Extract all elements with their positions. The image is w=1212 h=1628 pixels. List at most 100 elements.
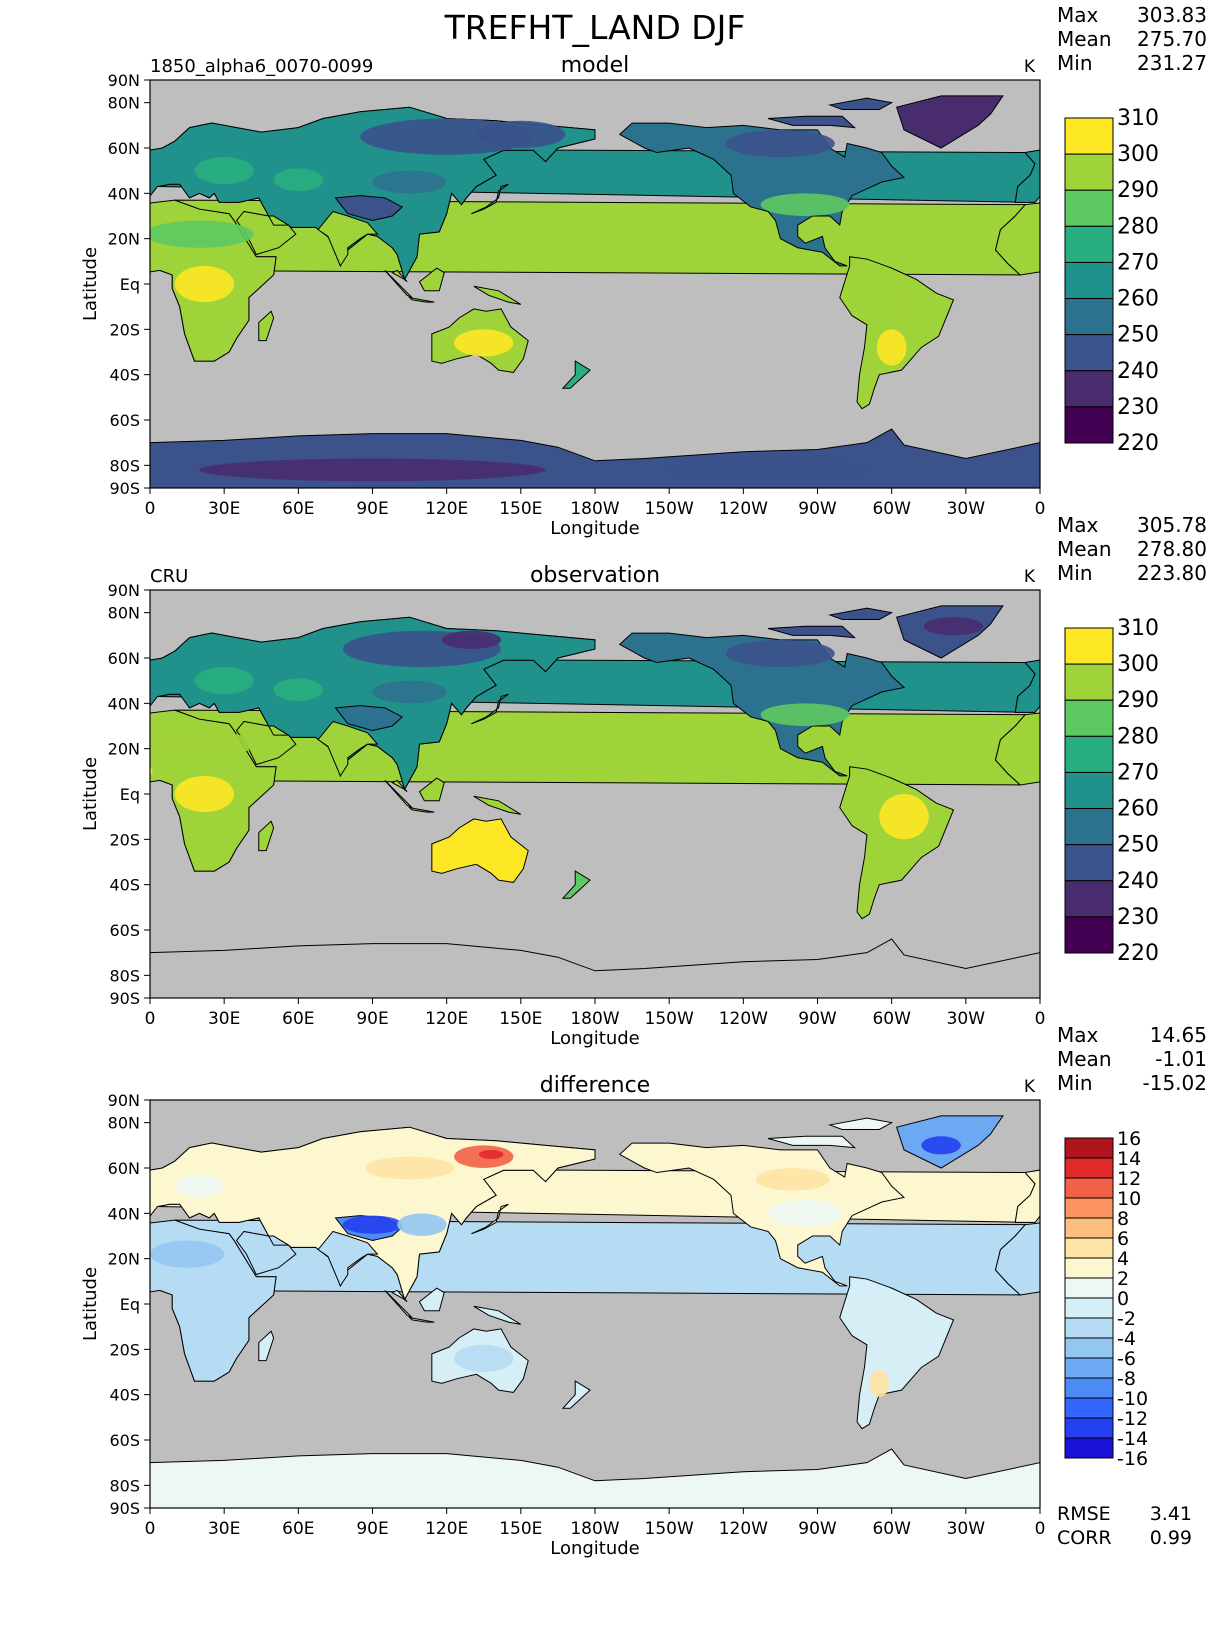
model-colorbar-label: 220: [1117, 431, 1159, 456]
observation-colorbar-segment: [1064, 699, 1114, 737]
observation-colorbar-segment: [1064, 880, 1114, 918]
difference-field-sahara-cool: [150, 1240, 225, 1268]
observation-left-label: CRU: [150, 566, 188, 587]
observation-units: K: [1024, 567, 1036, 587]
model-colorbar-segment: [1064, 298, 1114, 336]
model-land-can1: [767, 115, 857, 129]
difference-land-sam: [839, 1276, 955, 1430]
observation-lon-label: 60W: [872, 1009, 911, 1029]
difference-colorbar-label: 14: [1117, 1148, 1141, 1170]
difference-land-jap: [471, 1203, 509, 1235]
difference-lat-label: Eq: [120, 1295, 140, 1314]
model-lat-label: 90S: [109, 479, 140, 498]
observation-colorbar-label: 290: [1117, 688, 1159, 713]
difference-lon-label: 180W: [570, 1519, 619, 1539]
model-land-eur-wrap-east: [1014, 149, 1040, 203]
model-colorbar-segment: [1064, 117, 1114, 155]
model-colorbar-label: 280: [1117, 214, 1159, 239]
model-colorbar-segment: [1064, 225, 1114, 263]
model-colorbar-label: 290: [1117, 178, 1159, 203]
difference-land-can2: [827, 1117, 894, 1130]
observation-field-w-africa-hot: [150, 766, 153, 777]
difference-land-sea: [391, 1289, 408, 1303]
model-field-mongolia: [372, 170, 447, 194]
difference-lat-label: 20S: [109, 1340, 140, 1359]
observation-ylabel: Latitude: [80, 757, 101, 831]
difference-lon-label: 120W: [719, 1519, 768, 1539]
difference-land-nz: [561, 1380, 591, 1409]
observation-land-can2: [827, 607, 894, 620]
difference-land-nam: [618, 1142, 906, 1287]
difference-xlabel: Longitude: [550, 1538, 640, 1559]
difference-metric-value-corr: 0.99: [1150, 1527, 1192, 1549]
observation-stat-value-max: 305.78: [1137, 513, 1207, 537]
observation-lon-label: 0: [1035, 1009, 1046, 1029]
model-lat-label: 80N: [108, 94, 140, 113]
model-land-sum: [384, 270, 413, 299]
difference-land-arab: [235, 1230, 297, 1276]
observation-land-ind: [317, 720, 379, 777]
model-colorbar-label: 230: [1117, 395, 1159, 420]
model-colorbar-label: 240: [1117, 359, 1159, 384]
observation-land-nguin: [473, 795, 522, 815]
model-lon-label: 0: [145, 499, 156, 519]
observation-land-eur-wrap: [150, 616, 596, 791]
observation-lat-label: 20S: [109, 830, 140, 849]
panel-difference: 90N 80N 60N 40N 20N Eq 20S 40S 60S 80S 90S 0 30E 60E 9…: [80, 1023, 1207, 1559]
observation-land-jav: [407, 806, 435, 813]
observation-lon-label: 120E: [425, 1009, 468, 1029]
difference-lon-label: 60W: [872, 1519, 911, 1539]
difference-lon-label: 30W: [947, 1519, 986, 1539]
model-lat-label: Eq: [120, 275, 140, 294]
model-land-ind: [317, 210, 379, 267]
difference-colorbar-segment: [1064, 1417, 1114, 1439]
observation-lat-label: 20N: [108, 740, 140, 759]
model-land-nz: [561, 360, 591, 389]
difference-land-jav: [407, 1316, 435, 1323]
model-stat-value-max: 303.83: [1137, 3, 1207, 27]
model-lat-label: 80S: [109, 456, 140, 475]
difference-metric-label-corr: CORR: [1057, 1527, 1112, 1549]
model-stat-label-mean: Mean: [1057, 27, 1112, 51]
difference-colorbar-segment: [1064, 1217, 1114, 1239]
model-lon-label: 60W: [872, 499, 911, 519]
difference-colorbar-segment: [1064, 1437, 1114, 1459]
difference-colorbar-segment: [1064, 1377, 1114, 1399]
observation-lat-label: 40S: [109, 876, 140, 895]
observation-lat-label: 80S: [109, 966, 140, 985]
observation-colorbar-segment: [1064, 916, 1114, 954]
model-field-brazil: [879, 284, 929, 321]
observation-field-canada-cold: [726, 639, 835, 668]
difference-field-sam-south: [869, 1369, 890, 1397]
difference-field-siberia-warm: [365, 1156, 455, 1180]
model-field-aus-hot: [454, 329, 514, 357]
difference-colorbar-label: -8: [1117, 1368, 1136, 1390]
difference-lon-label: 30E: [208, 1519, 240, 1539]
model-colorbar-segment: [1064, 261, 1114, 300]
model-land-can2: [827, 97, 894, 110]
observation-xlabel: Longitude: [550, 1028, 640, 1049]
difference-lat-label: 80S: [109, 1476, 140, 1495]
difference-lon-label: 0: [145, 1519, 156, 1539]
observation-land-born: [418, 777, 445, 802]
observation-colorbar-segment: [1064, 627, 1114, 665]
difference-lon-label: 150E: [499, 1519, 542, 1539]
difference-lon-label: 90W: [798, 1519, 837, 1539]
difference-field-greenland-cold: [921, 1136, 961, 1155]
difference-land-afr-wrap-east: [994, 1222, 1040, 1296]
model-left-label: 1850_alpha6_0070-0099: [150, 56, 373, 77]
difference-land-eur-wrap-east: [1014, 1169, 1040, 1223]
observation-colorbar-label: 220: [1117, 941, 1159, 966]
model-field-caspian: [273, 168, 324, 192]
difference-stat-value-min: -15.02: [1143, 1071, 1207, 1095]
difference-field-europe-neutral: [174, 1174, 225, 1198]
difference-colorbar-label: 6: [1117, 1228, 1129, 1250]
observation-colorbar-label: 260: [1117, 797, 1159, 822]
observation-lon-label: 120W: [719, 1009, 768, 1029]
difference-colorbar-label: 10: [1117, 1188, 1141, 1210]
model-lon-label: 30E: [208, 499, 240, 519]
model-ylabel: Latitude: [80, 247, 101, 321]
figure-title: TREFHT_LAND DJF: [444, 8, 746, 47]
panel-observation: 90N 80N 60N 40N 20N Eq 20S 40S 60S 80S 90S 0 30E 60E 9…: [80, 513, 1207, 1049]
difference-lat-label: 60S: [109, 1431, 140, 1450]
